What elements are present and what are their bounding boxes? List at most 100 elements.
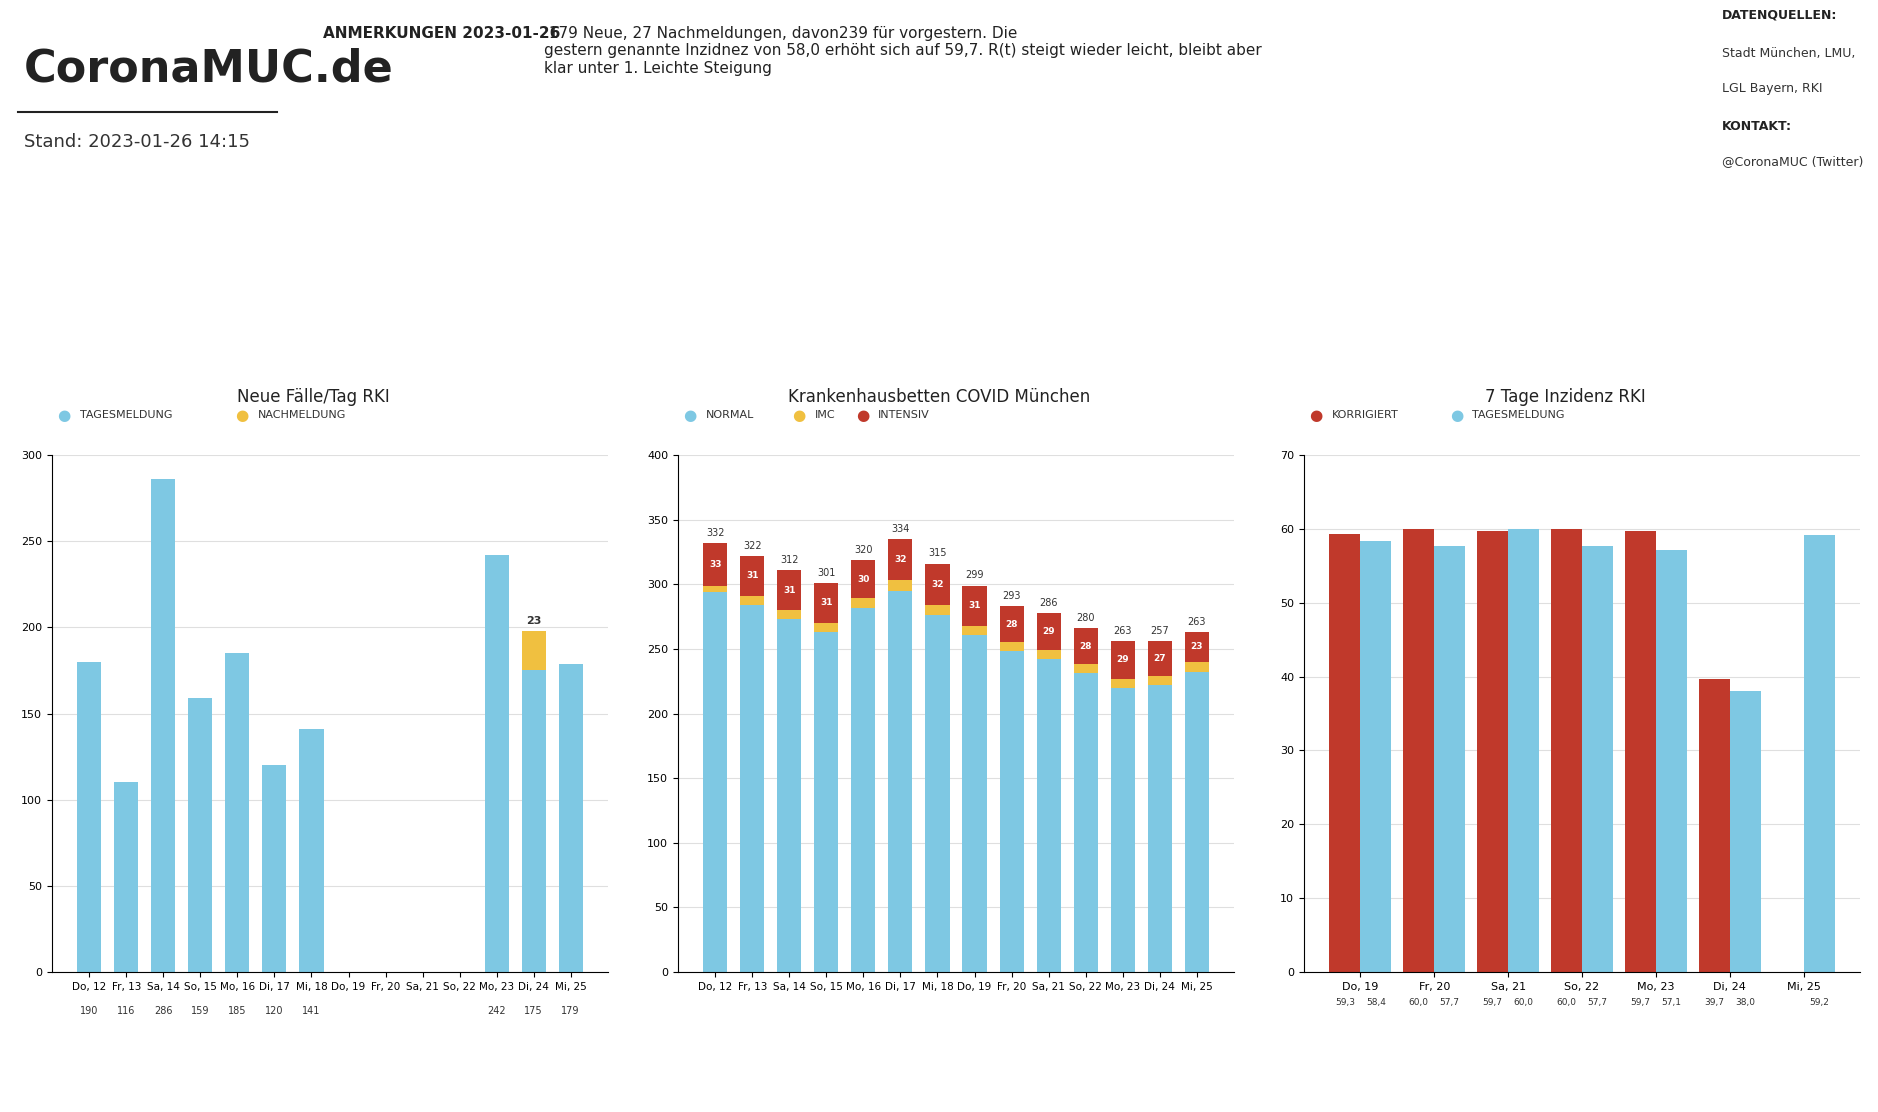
Text: LGL Bayern, RKI: LGL Bayern, RKI xyxy=(1722,81,1822,95)
Text: ●: ● xyxy=(793,407,806,423)
Text: 60,0: 60,0 xyxy=(1557,997,1576,1006)
Bar xyxy=(815,632,838,972)
Bar xyxy=(522,631,546,671)
Text: * Genesene:: * Genesene: xyxy=(38,1049,146,1063)
Bar xyxy=(1403,529,1435,972)
Text: 280: 280 xyxy=(1076,613,1095,623)
Text: 263: 263 xyxy=(1114,626,1132,636)
Bar xyxy=(1656,550,1686,972)
Bar xyxy=(1624,532,1656,972)
Text: 175: 175 xyxy=(524,1006,543,1016)
Bar xyxy=(1700,678,1730,972)
Bar xyxy=(115,783,139,972)
Text: Gesamt: 710.017: Gesamt: 710.017 xyxy=(101,341,210,355)
Bar xyxy=(999,606,1024,643)
Text: ANMERKUNGEN 2023-01-26: ANMERKUNGEN 2023-01-26 xyxy=(323,26,562,41)
Text: 159: 159 xyxy=(192,1006,210,1016)
Text: KORRIGIERT: KORRIGIERT xyxy=(1332,410,1399,420)
Bar xyxy=(1185,632,1209,662)
Text: 58,4: 58,4 xyxy=(1365,997,1386,1006)
Text: 179: 179 xyxy=(562,1006,580,1016)
Bar xyxy=(558,664,582,972)
Bar xyxy=(1110,642,1134,678)
Text: NORMAL      IMC    INTENSIV: NORMAL IMC INTENSIV xyxy=(1005,341,1187,351)
Text: 190: 190 xyxy=(81,1006,98,1016)
Text: 28: 28 xyxy=(1080,642,1091,651)
Text: 312: 312 xyxy=(779,555,798,565)
Text: CoronaMUC.de: CoronaMUC.de xyxy=(24,48,393,90)
Bar xyxy=(263,765,287,972)
Text: 120: 120 xyxy=(265,1006,284,1016)
Bar xyxy=(225,653,250,972)
Bar xyxy=(1330,534,1360,972)
Text: 293: 293 xyxy=(1003,592,1022,602)
Text: 0,86: 0,86 xyxy=(1358,256,1459,298)
Text: TAGESMELDUNG: TAGESMELDUNG xyxy=(79,410,173,420)
Text: 185: 185 xyxy=(227,1006,246,1016)
Text: 334: 334 xyxy=(892,524,909,534)
Text: 320: 320 xyxy=(854,545,873,555)
Bar xyxy=(1147,642,1172,676)
Bar xyxy=(963,586,986,626)
Text: 263: 263 xyxy=(1187,617,1206,627)
Text: 7 Tage Inzidenz RKI: 7 Tage Inzidenz RKI xyxy=(1485,388,1645,406)
Bar xyxy=(777,610,802,619)
Text: 299: 299 xyxy=(965,570,984,580)
Bar xyxy=(740,605,764,972)
Text: 59,2: 59,2 xyxy=(1809,997,1829,1006)
Bar xyxy=(999,652,1024,972)
Bar xyxy=(851,598,875,607)
Text: INZIDENZ RKI: INZIDENZ RKI xyxy=(1677,226,1767,239)
Bar xyxy=(1435,546,1465,972)
Bar xyxy=(1110,687,1134,972)
Text: 57,7: 57,7 xyxy=(1440,997,1459,1006)
Text: Krankenhausbetten COVID München: Krankenhausbetten COVID München xyxy=(789,388,1089,406)
Text: BESTÄTIGTE FÄLLE: BESTÄTIGTE FÄLLE xyxy=(96,226,218,239)
Text: 263   7   23: 263 7 23 xyxy=(995,264,1196,291)
Text: 116: 116 xyxy=(116,1006,135,1016)
Text: 23: 23 xyxy=(526,616,541,626)
Text: 38,0: 38,0 xyxy=(1735,997,1756,1006)
Bar xyxy=(851,559,875,598)
Bar xyxy=(815,623,838,632)
Bar xyxy=(1037,659,1061,972)
Bar xyxy=(1074,628,1097,664)
Bar xyxy=(702,592,727,972)
Text: AKTUELL INFIZIERTE*: AKTUELL INFIZIERTE* xyxy=(712,226,853,239)
Text: 32: 32 xyxy=(894,555,907,564)
Text: KONTAKT:: KONTAKT: xyxy=(1722,120,1792,133)
Bar xyxy=(1803,535,1835,972)
Text: Gesamt: 2.476: Gesamt: 2.476 xyxy=(423,341,516,355)
Text: +0: +0 xyxy=(438,256,501,298)
Text: 59,3: 59,3 xyxy=(1335,997,1354,1006)
Text: 31: 31 xyxy=(969,602,980,610)
Bar xyxy=(1478,532,1508,972)
Text: Neue Fälle/Tag RKI: Neue Fälle/Tag RKI xyxy=(237,388,389,406)
Bar xyxy=(1037,613,1061,651)
Text: 31: 31 xyxy=(746,572,759,580)
Bar xyxy=(1581,546,1613,972)
Text: ●: ● xyxy=(1309,407,1322,423)
Text: 29: 29 xyxy=(1042,627,1055,636)
Text: NACHMELDUNG: NACHMELDUNG xyxy=(257,410,346,420)
Text: 29: 29 xyxy=(1116,655,1129,664)
Text: Di-Sa, nicht nach
Feiertagen: Di-Sa, nicht nach Feiertagen xyxy=(1668,327,1775,355)
Bar xyxy=(1074,674,1097,972)
Text: INTENSIV: INTENSIV xyxy=(879,410,930,420)
Text: infogram: infogram xyxy=(1788,1075,1852,1089)
Text: +206: +206 xyxy=(96,256,218,298)
Text: 242: 242 xyxy=(486,1006,505,1016)
Text: 179 Neue, 27 Nachmeldungen, davon239 für vorgestern. Die
gestern genannte Inzidn: 179 Neue, 27 Nachmeldungen, davon239 für… xyxy=(543,26,1262,76)
Text: ●: ● xyxy=(1450,407,1463,423)
Text: REPRODUKTIONSWERT: REPRODUKTIONSWERT xyxy=(1332,226,1485,239)
Text: 141: 141 xyxy=(302,1006,321,1016)
Bar xyxy=(1551,529,1581,972)
Text: DATENQUELLEN:: DATENQUELLEN: xyxy=(1722,9,1837,21)
Text: Aktuell Infizierte:: Aktuell Infizierte: xyxy=(856,1049,1012,1063)
Text: KRANKENHAUSBETTEN COVID: KRANKENHAUSBETTEN COVID xyxy=(995,226,1194,239)
Text: 39,7: 39,7 xyxy=(1703,997,1724,1006)
Bar xyxy=(777,619,802,972)
Text: 301: 301 xyxy=(817,568,836,578)
Bar xyxy=(1147,685,1172,972)
Text: 322: 322 xyxy=(744,540,762,550)
